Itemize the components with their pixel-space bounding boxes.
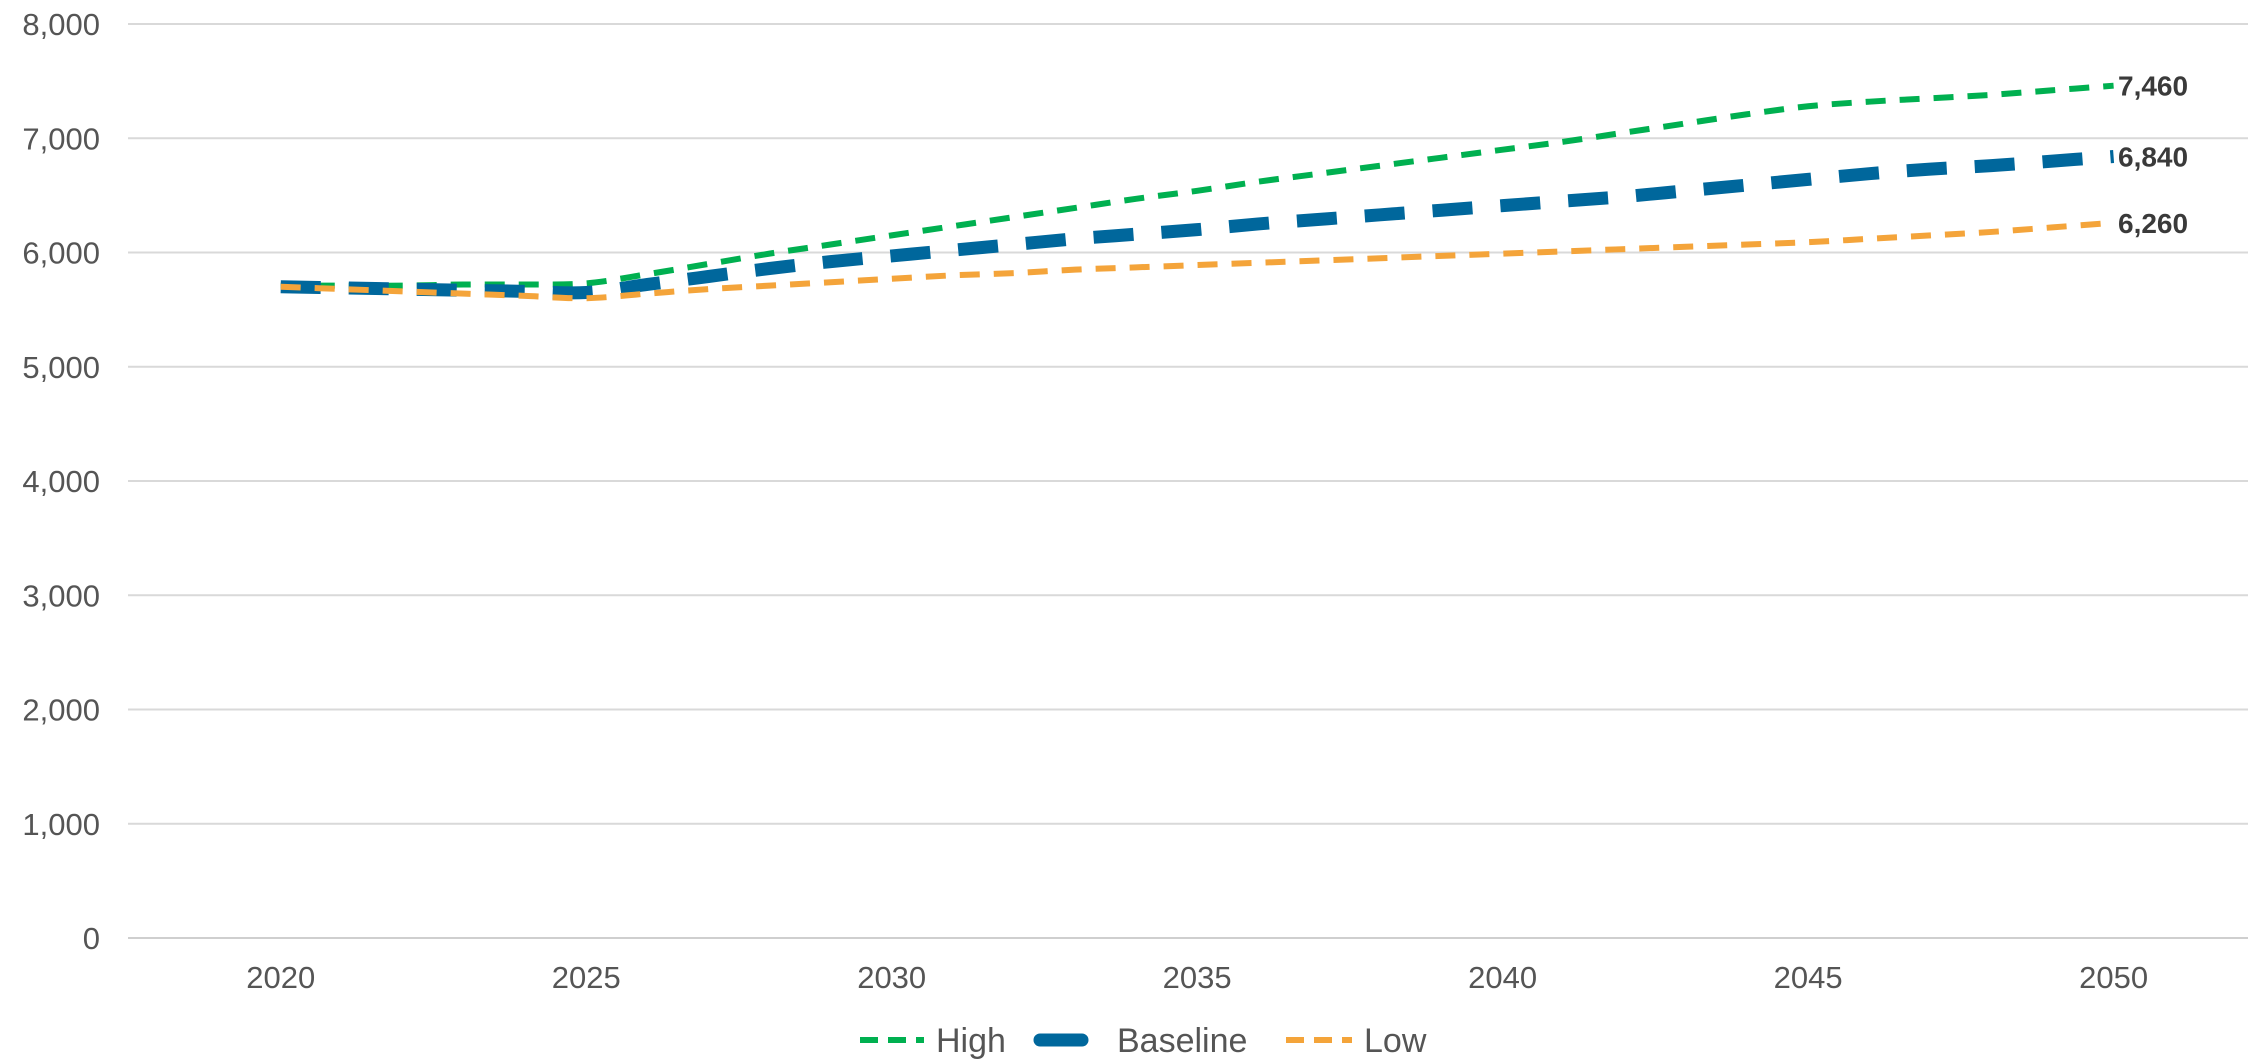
legend-item-high: High (860, 1022, 1006, 1060)
x-tick-label: 2030 (857, 960, 926, 995)
x-tick-label: 2020 (246, 960, 315, 995)
legend-label: High (936, 1022, 1006, 1060)
legend-item-low: Low (1286, 1022, 1427, 1060)
end-label-baseline: 6,840 (2118, 142, 2188, 173)
y-axis: 0 1,000 2,000 3,000 4,000 5,000 6,000 7,000 8,00… (22, 7, 100, 956)
x-axis: 2020 2025 2030 2035 2040 2045 2050 (246, 960, 2148, 995)
legend-label: Baseline (1117, 1022, 1247, 1060)
end-labels: 7,460 6,840 6,260 (2118, 71, 2188, 239)
x-tick-label: 2040 (1468, 960, 1537, 995)
legend-label: Low (1364, 1022, 1427, 1060)
x-tick-label: 2035 (1163, 960, 1232, 995)
x-tick-label: 2045 (1774, 960, 1843, 995)
y-tick-label: 3,000 (22, 578, 100, 613)
series-line-high (280, 82, 2114, 289)
y-tick-label: 0 (83, 921, 100, 956)
y-tick-label: 1,000 (22, 807, 100, 842)
legend-item-baseline: Baseline (1033, 1022, 1247, 1060)
series-lines (280, 82, 2115, 302)
x-tick-label: 2050 (2079, 960, 2148, 995)
y-tick-label: 4,000 (22, 464, 100, 499)
y-tick-label: 5,000 (22, 350, 100, 385)
end-label-high: 7,460 (2118, 71, 2188, 102)
legend: High Baseline Low (860, 1022, 1427, 1060)
y-tick-label: 6,000 (22, 236, 100, 271)
end-label-low: 6,260 (2118, 208, 2188, 239)
y-tick-label: 2,000 (22, 693, 100, 728)
y-tick-label: 8,000 (22, 7, 100, 42)
gridlines (128, 23, 2248, 939)
x-tick-label: 2025 (552, 960, 621, 995)
series-line-baseline (280, 150, 2115, 300)
y-tick-label: 7,000 (22, 121, 100, 156)
